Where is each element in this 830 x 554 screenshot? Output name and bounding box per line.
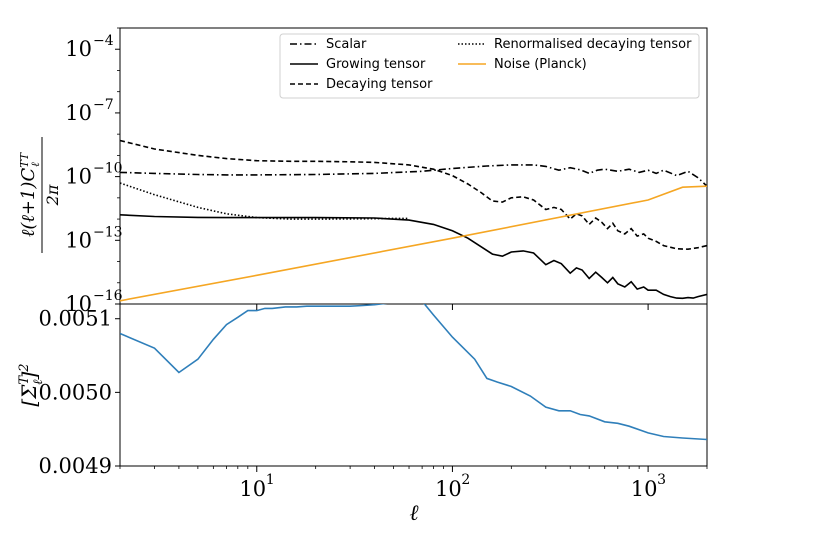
top-ytick-exponent: −7 xyxy=(93,97,114,113)
xtick-label: 10 xyxy=(239,477,266,501)
top-ytick-exponent: −10 xyxy=(93,161,123,177)
legend-label-decaying-tensor: Decaying tensor xyxy=(326,77,433,92)
series-line-decaying-tensor xyxy=(120,139,707,251)
xtick-exponent: 1 xyxy=(266,472,275,488)
bottom-y-axis: 0.0049 0.0050 0.0051 xyxy=(39,307,120,478)
legend-label-renormalised-decaying-tensor: Renormalised decaying tensor xyxy=(494,37,692,52)
xtick-exponent: 2 xyxy=(461,472,470,488)
top-ylabel-denominator: 2π xyxy=(43,184,62,206)
xtick-label: 10 xyxy=(435,477,462,501)
series-line-sigma-t-squared xyxy=(120,304,707,441)
series-line-growing-tensor xyxy=(120,214,707,300)
top-ytick-exponent: −16 xyxy=(93,288,123,304)
top-ytick-label: 10 xyxy=(65,165,92,189)
bottom-ytick-label: 0.0051 xyxy=(39,307,112,331)
bottom-ylabel-close: ] xyxy=(17,372,41,381)
series-line-renormalised-decaying-tensor xyxy=(120,182,409,220)
top-ylabel: ℓ(ℓ+1)CTTℓ 2π xyxy=(18,137,62,253)
x-axis: 10 1 10 2 10 3 xyxy=(119,304,708,501)
bottom-plot-area xyxy=(119,303,708,467)
bottom-ylabel-power: 2 xyxy=(17,363,32,372)
legend-label-scalar: Scalar xyxy=(326,37,367,52)
legend-label-noise-planck-: Noise (Planck) xyxy=(494,57,587,72)
top-ytick-label: 10 xyxy=(65,228,92,252)
bottom-ylabel-sup: T xyxy=(17,375,32,385)
bottom-ytick-label: 0.0049 xyxy=(39,454,112,478)
legend: Scalar Growing tensor Decaying tensor Renor… xyxy=(279,33,700,99)
legend-label-growing-tensor: Growing tensor xyxy=(326,57,426,72)
bottom-ytick-label: 0.0050 xyxy=(39,380,112,404)
top-ylabel-sup: TT xyxy=(18,151,31,168)
top-ylabel-numerator: ℓ(ℓ+1)CTTℓ xyxy=(18,151,42,237)
top-ytick-label: 10 xyxy=(65,37,92,61)
xtick-label: 10 xyxy=(631,477,658,501)
top-ytick-exponent: −13 xyxy=(93,224,123,240)
top-series-group xyxy=(120,139,707,302)
legend-box xyxy=(279,33,700,99)
bottom-ylabel-sub: ℓ xyxy=(31,379,46,385)
series-line-scalar xyxy=(120,164,707,187)
top-ytick-label: 10 xyxy=(65,292,92,316)
top-ylabel-sub: ℓ xyxy=(29,162,42,167)
bottom-series-group xyxy=(120,304,707,441)
x-axis-label: ℓ xyxy=(409,501,419,526)
top-ytick-label: 10 xyxy=(65,101,92,125)
top-ytick-exponent: −4 xyxy=(93,33,114,49)
xtick-exponent: 3 xyxy=(657,472,666,488)
series-line-noise-planck- xyxy=(120,185,707,302)
